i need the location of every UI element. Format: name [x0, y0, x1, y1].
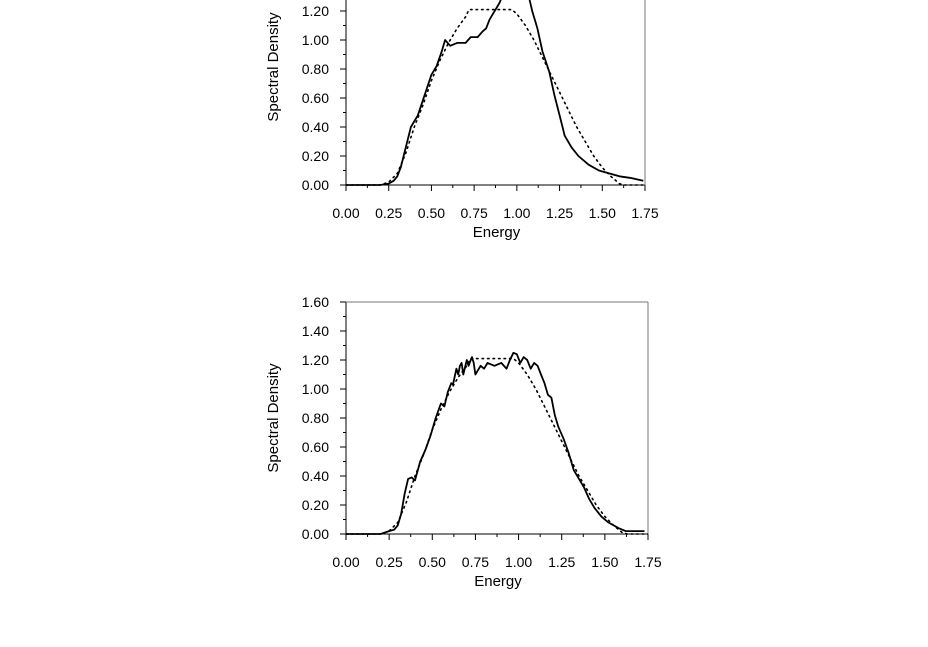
chart1-x-tick-label: 0.75	[461, 205, 488, 221]
chart2-x-tick-label: 0.50	[419, 554, 446, 570]
chart1-x-tick-label: 0.00	[332, 205, 359, 221]
chart1-y-tick-label: 1.00	[302, 32, 329, 48]
chart2-y-tick-label: 1.00	[302, 381, 329, 397]
chart2-y-tick-label: 1.60	[302, 294, 329, 310]
chart1-y-tick-label: 0.20	[302, 148, 329, 164]
chart2-x-tick-label: 1.75	[634, 554, 661, 570]
chart1-x-tick-label: 1.00	[503, 205, 530, 221]
chart1-series-solid-line	[346, 0, 644, 186]
chart2-x-tick-label: 1.25	[548, 554, 575, 570]
chart2-y-tick-label: 1.40	[302, 323, 329, 339]
chart2-x-tick-label: 0.00	[332, 554, 359, 570]
chart1-x-axis-title: Energy	[473, 224, 521, 241]
chart2-y-axis-title: Spectral Density	[265, 363, 282, 473]
chart1-x-tick-label: 1.50	[589, 205, 616, 221]
chart2-y-tick-label: 0.60	[302, 439, 329, 455]
chart2-y-tick-label: 0.20	[302, 497, 329, 513]
chart1-x-tick-label: 0.25	[375, 205, 402, 221]
chart1-series-dotted-line	[346, 8, 645, 186]
chart2-x-tick-label: 0.75	[462, 554, 489, 570]
chart2-x-tick-label: 1.00	[505, 554, 532, 570]
chart2-series-dotted-line	[346, 357, 648, 535]
chart1-y-tick-label: 0.80	[302, 61, 329, 77]
chart1: 0.00 0.20 0.40 0.60 0.80 1.00 1.20 0.00 0.25 0.50…	[265, 0, 659, 241]
chart1-y-tick-label: 1.20	[302, 3, 329, 19]
chart1-y-axis-title: Spectral Density	[265, 12, 282, 122]
chart2-y-tick-label: 1.20	[302, 352, 329, 368]
chart1-x-tick-label: 1.25	[546, 205, 573, 221]
chart2-y-tick-label: 0.80	[302, 410, 329, 426]
chart2-x-tick-label: 1.50	[591, 554, 618, 570]
chart1-y-tick-label: 0.40	[302, 119, 329, 135]
chart1-y-tick-label: 0.60	[302, 90, 329, 106]
chart2-series-solid-line	[346, 351, 645, 535]
chart1-x-tick-label: 0.50	[418, 205, 445, 221]
chart2: 0.00 0.20 0.40 0.60 0.80 1.00 1.20 1.40 1.60 0.00…	[265, 294, 662, 590]
chart2-y-tick-label: 0.40	[302, 468, 329, 484]
chart2-y-tick-label: 0.00	[302, 526, 329, 542]
chart1-y-tick-label: 0.00	[302, 177, 329, 193]
chart2-x-axis-title: Energy	[474, 573, 522, 590]
chart2-x-tick-label: 0.25	[376, 554, 403, 570]
chart1-x-tick-label: 1.75	[631, 205, 658, 221]
